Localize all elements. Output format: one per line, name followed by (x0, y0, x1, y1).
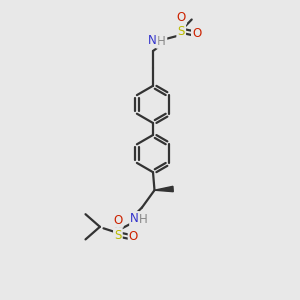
Text: S: S (178, 25, 185, 38)
Text: H: H (157, 34, 166, 48)
Polygon shape (154, 186, 173, 192)
Text: O: O (113, 214, 122, 227)
Text: O: O (177, 11, 186, 24)
Text: H: H (139, 213, 148, 226)
Text: N: N (148, 34, 157, 47)
Text: O: O (192, 26, 201, 40)
Text: O: O (129, 230, 138, 243)
Text: N: N (130, 212, 139, 225)
Text: S: S (114, 229, 122, 242)
